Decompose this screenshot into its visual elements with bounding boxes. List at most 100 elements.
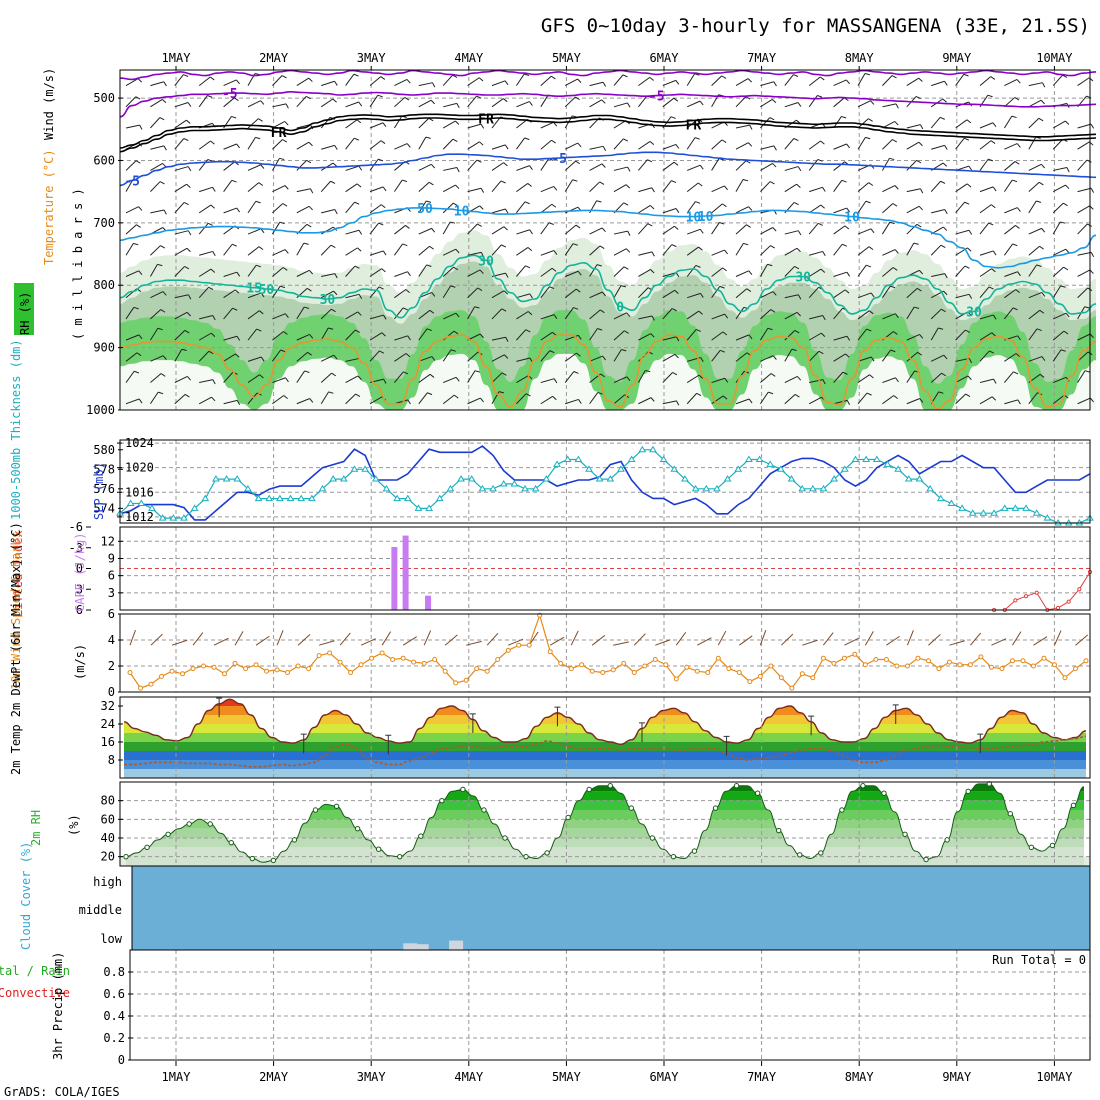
wind-barb-feather xyxy=(525,265,531,269)
wind-barb-feather xyxy=(649,141,655,146)
wind-barb xyxy=(857,118,869,129)
contour-label: 30 xyxy=(320,293,336,308)
wind-barb-feather xyxy=(697,182,703,187)
wind-barb-feather xyxy=(1063,266,1069,271)
wind-barb-feather xyxy=(819,76,825,81)
surface-wind-barb xyxy=(717,630,727,646)
wind-barb xyxy=(199,315,213,320)
wind-barb xyxy=(784,348,793,362)
wind-speed-point xyxy=(1051,662,1057,668)
wind-barb xyxy=(540,286,550,299)
wind-barb-feather xyxy=(820,332,826,337)
wind-barb xyxy=(345,293,360,299)
wind-barb-feather xyxy=(285,377,289,383)
wind-barb-feather xyxy=(525,329,531,333)
wind-barb-feather xyxy=(183,202,189,206)
isotherm-5C xyxy=(119,151,1097,187)
wind-barb-feather xyxy=(627,166,631,172)
y-tick-label: 0.6 xyxy=(103,987,125,1001)
wind-speed-point xyxy=(516,642,522,648)
wind-barb-feather xyxy=(303,242,309,245)
temp-band xyxy=(124,751,1086,760)
surface-wind-barb xyxy=(759,629,767,646)
wind-barb-feather xyxy=(791,348,797,351)
wind-barb xyxy=(223,271,238,277)
wind-barb-feather xyxy=(748,334,753,340)
wind-barb-feather xyxy=(137,78,143,83)
wind-barb xyxy=(515,137,526,150)
wind-speed-point xyxy=(736,670,742,675)
wind-barb-feather xyxy=(474,370,480,373)
y-tick-label: 580 xyxy=(93,443,115,457)
thickness-marker xyxy=(1011,504,1020,511)
wind-barb xyxy=(394,335,408,341)
wind-barb-feather xyxy=(671,180,677,183)
wind-barb-feather xyxy=(255,200,261,204)
wind-barb-feather xyxy=(432,82,436,88)
wind-barb-feather xyxy=(407,335,411,341)
wind-barb xyxy=(1004,307,1014,320)
wind-barb-feather xyxy=(552,331,557,336)
wind-barb xyxy=(638,287,649,299)
rh-point xyxy=(270,857,277,864)
wind-barb xyxy=(272,185,286,193)
wind-barb xyxy=(247,356,262,362)
wind-barb xyxy=(393,179,403,192)
thickness-marker xyxy=(446,484,455,492)
wind-barb xyxy=(760,81,774,87)
wind-barb-feather xyxy=(450,349,456,352)
wind-barb-feather xyxy=(210,268,216,273)
wind-barb xyxy=(296,188,311,193)
wind-barb xyxy=(882,249,896,256)
wind-barb-feather xyxy=(452,138,458,142)
wind-barb xyxy=(833,289,846,299)
rh-point xyxy=(207,821,213,827)
wind-barb-feather xyxy=(304,370,310,374)
wind-speed-point xyxy=(747,679,753,685)
wind-barb-feather xyxy=(767,263,773,267)
thickness-marker xyxy=(286,494,295,502)
wind-barb xyxy=(857,264,867,277)
wind-barb xyxy=(1028,309,1041,320)
rh-point xyxy=(944,837,950,843)
wind-barb xyxy=(491,308,503,320)
wind-barb xyxy=(320,290,334,299)
wind-barb-feather xyxy=(232,243,238,247)
y-tick-label: 60 xyxy=(101,812,115,826)
wind-barb xyxy=(345,329,356,341)
wind-barb xyxy=(394,97,406,108)
wind-barb xyxy=(1028,227,1042,235)
surface-wind-barb xyxy=(318,640,335,646)
wind-barb-feather xyxy=(720,349,726,353)
rh-point xyxy=(544,850,550,856)
wind-barb xyxy=(345,119,358,129)
wind-barb xyxy=(1028,264,1038,277)
wind-barb xyxy=(906,141,920,150)
wind-barb xyxy=(515,73,525,86)
wind-barb-feather xyxy=(866,264,872,268)
wind-barb xyxy=(442,266,454,277)
wind-barb-feather xyxy=(846,143,851,149)
wind-barb xyxy=(833,161,845,171)
wind-barb xyxy=(1003,179,1013,192)
thickness-marker xyxy=(297,494,306,502)
wind-barb xyxy=(491,180,502,192)
wind-barb xyxy=(589,245,601,256)
wind-barb-feather xyxy=(674,225,679,230)
wind-barb xyxy=(320,308,332,320)
wind-barb-feather xyxy=(426,328,432,332)
wind-barb-feather xyxy=(1038,181,1044,186)
wind-barb-feather xyxy=(456,103,460,109)
rh-point xyxy=(481,807,487,813)
wind-speed-point xyxy=(841,655,847,661)
wind-barb xyxy=(1004,399,1018,405)
wind-speed-point xyxy=(421,660,427,666)
surface-wind-barb xyxy=(906,630,914,646)
surface-wind-barb xyxy=(886,635,900,646)
wind-barb xyxy=(1028,200,1037,214)
y-tick-label: 1020 xyxy=(125,461,154,475)
wind-barb-feather xyxy=(1012,179,1018,183)
y-tick-label: 20 xyxy=(101,850,115,864)
wind-barb xyxy=(247,228,262,235)
wind-barb-feather xyxy=(186,183,191,188)
